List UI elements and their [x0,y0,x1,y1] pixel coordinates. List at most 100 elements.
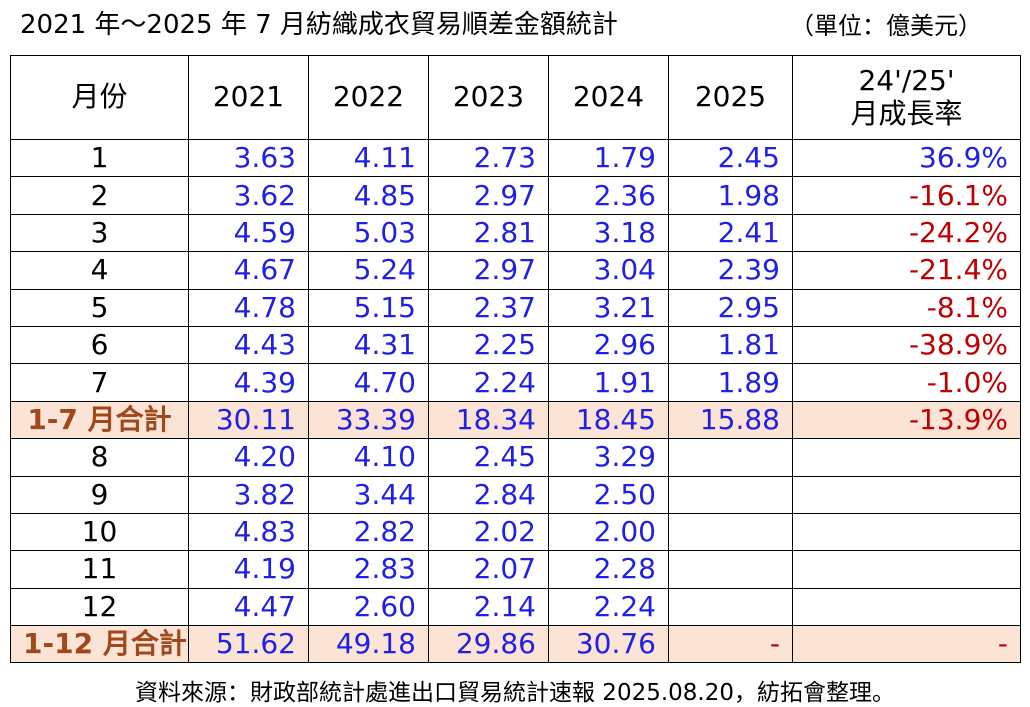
table-cell: 2.41 [668,213,793,253]
table-cell: 2.97 [428,251,549,290]
empty-cell [668,475,793,514]
table-row: 3 4.59 5.03 2.81 3.18 2.41 -24.2% [10,213,1021,253]
table-row: 10 4.83 2.82 2.02 2.00 [10,512,1021,552]
table-row: 5 4.78 5.15 2.37 3.21 2.95 -8.1% [10,288,1021,327]
source-note: 資料來源：財政部統計處進出口貿易統計速報 2025.08.20，紡拓會整理。 [135,680,895,706]
column-header-line: 月成長率 [850,96,963,130]
table-cell: 2.36 [548,176,669,215]
row-label: 1-12 月合計 [10,625,189,664]
table-cell: 4.47 [188,587,309,627]
empty-cell [792,475,1021,514]
table-cell: -8.1% [792,288,1021,327]
table-cell: 3.44 [308,475,429,514]
row-label: 3 [10,213,189,253]
table-cell: 4.70 [308,363,429,402]
table-cell: 2.02 [428,512,549,552]
table-cell: 4.19 [188,550,309,589]
table-cell: 51.62 [188,625,309,664]
row-label: 11 [10,550,189,589]
row-label: 8 [10,438,189,477]
table-cell: 2.84 [428,475,549,514]
table-cell: 4.39 [188,363,309,402]
row-label: 12 [10,587,189,627]
table-cell: 4.11 [308,138,429,178]
table-cell: 2.37 [428,288,549,327]
table-cell: 30.76 [548,625,669,664]
table-cell: 3.63 [188,138,309,178]
row-label: 9 [10,475,189,514]
column-header: 2025 [668,55,793,140]
table-row: 1-12 月合計 51.62 49.18 29.86 30.76- - [10,625,1021,664]
table-cell: 3.82 [188,475,309,514]
column-header: 2024 [548,55,669,140]
table: 月份 2021 2022 2023 2024 2025 24'/25' 月成長率 1 3.63 4… [10,55,1021,664]
empty-cell [792,550,1021,589]
table-cell: 1.98 [668,176,793,215]
table-cell: 2.39 [668,251,793,290]
table-cell: 2.24 [548,587,669,627]
table-cell: 2.95 [668,288,793,327]
table-cell: 4.43 [188,325,309,365]
table-cell: 2.83 [308,550,429,589]
table-cell: 4.83 [188,512,309,552]
table-cell: - [668,625,793,664]
table-cell: -1.0% [792,363,1021,402]
title: 2021 年～2025 年 7 月紡織成衣貿易順差金額統計 [20,10,618,40]
table-cell: 2.07 [428,550,549,589]
table-cell: 3.04 [548,251,669,290]
table-cell: 3.29 [548,438,669,477]
column-header: 2022 [308,55,429,140]
table-cell: -13.9% [792,400,1021,440]
table-cell: 2.73 [428,138,549,178]
table-row: 7 4.39 4.70 2.24 1.91 1.89 -1.0% [10,363,1021,402]
table-row: 1-7 月合計 30.11 33.39 18.34 18.45 15.88 -13.9% [10,400,1021,440]
row-label: 10 [10,512,189,552]
table-cell: 4.20 [188,438,309,477]
table-cell: -38.9% [792,325,1021,365]
table-cell: 3.18 [548,213,669,253]
table-cell: 2.50 [548,475,669,514]
table-cell: 2.25 [428,325,549,365]
row-label: 4 [10,251,189,290]
table-cell: 2.14 [428,587,549,627]
table-cell: 2.96 [548,325,669,365]
table-row: 4 4.67 5.24 2.97 3.04 2.39 -21.4% [10,251,1021,290]
table-cell: 3.62 [188,176,309,215]
table-cell: 18.34 [428,400,549,440]
table-cell: - [792,625,1021,664]
empty-cell [668,550,793,589]
row-label: 7 [10,363,189,402]
table-cell: 29.86 [428,625,549,664]
column-header: 2021 [188,55,309,140]
table-row: 11 4.19 2.83 2.07 2.28 [10,550,1021,589]
table-cell: 15.88 [668,400,793,440]
table-cell: 2.00 [548,512,669,552]
table-cell: 4.67 [188,251,309,290]
column-header: 月份 [10,55,189,140]
table-cell: 3.21 [548,288,669,327]
table-cell: 4.31 [308,325,429,365]
table-row: 1 3.63 4.11 2.73 1.79 2.45 36.9% [10,138,1021,178]
table-row: 6 4.43 4.31 2.25 2.96 1.81 -38.9% [10,325,1021,365]
row-label: 6 [10,325,189,365]
table-cell: 1.81 [668,325,793,365]
table-row: 2 3.62 4.85 2.97 2.36 1.98 -16.1% [10,176,1021,215]
unit: （單位：億美元） [790,12,982,40]
table-row: 9 3.82 3.44 2.84 2.50 [10,475,1021,514]
table-cell: 2.82 [308,512,429,552]
table-cell: 4.85 [308,176,429,215]
table-cell: 1.79 [548,138,669,178]
table-cell: 4.59 [188,213,309,253]
row-label: 1 [10,138,189,178]
table-cell: 5.03 [308,213,429,253]
table-cell: 30.11 [188,400,309,440]
empty-cell [792,438,1021,477]
empty-cell [668,438,793,477]
table-cell: 2.60 [308,587,429,627]
table-cell: -21.4% [792,251,1021,290]
table-row: 8 4.20 4.10 2.45 3.29 [10,438,1021,477]
table-body: 1 3.63 4.11 2.73 1.79 2.45 36.9% 2 3.62 4.85 2.97 2… [10,138,1021,664]
table-cell: 49.18 [308,625,429,664]
table-cell: 4.10 [308,438,429,477]
table-cell: 5.24 [308,251,429,290]
